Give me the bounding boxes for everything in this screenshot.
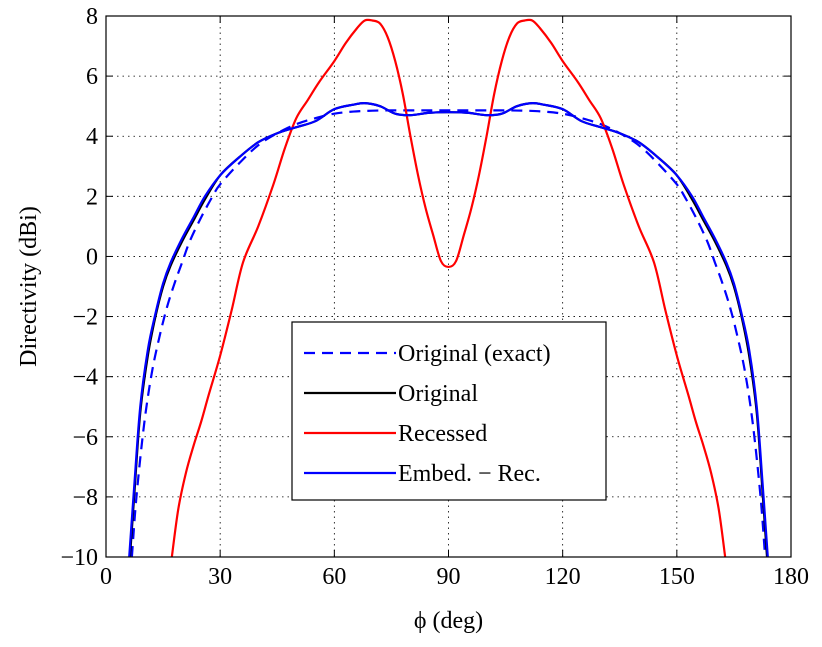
grid <box>106 16 791 557</box>
y-tick-label: 8 <box>86 4 98 30</box>
x-tick-label: 30 <box>208 564 232 590</box>
legend: Original (exact) Original Recessed Embed. −… <box>291 321 607 501</box>
y-axis-label: Directivity (dBi) <box>16 206 42 367</box>
y-tick-label: −2 <box>72 305 98 331</box>
legend-label: Original (exact) <box>398 341 551 367</box>
series-line-0 <box>130 109 767 557</box>
x-tick-label: 90 <box>437 564 461 590</box>
x-tick-label: 120 <box>545 564 581 590</box>
y-tick-label: 6 <box>86 64 98 90</box>
y-tick-label: −8 <box>72 485 98 511</box>
series-line-2 <box>170 18 727 557</box>
y-tick-label: 0 <box>86 244 98 270</box>
x-tick-label: 0 <box>100 564 112 590</box>
y-tick-label: 2 <box>86 184 98 210</box>
series-line-3 <box>128 102 769 557</box>
y-tick-label: −6 <box>72 425 98 451</box>
legend-label: Recessed <box>398 421 487 447</box>
y-tick-label: −4 <box>72 365 98 391</box>
x-tick-label: 150 <box>659 564 695 590</box>
y-tick-label: −10 <box>60 545 98 571</box>
x-tick-label: 180 <box>773 564 809 590</box>
legend-label: Original <box>398 381 478 407</box>
x-tick-label: 60 <box>322 564 346 590</box>
y-tick-label: 4 <box>86 124 98 150</box>
x-axis-label: ϕ (deg) <box>414 608 483 634</box>
legend-label: Embed. − Rec. <box>398 461 541 487</box>
ticks: 0 30 60 90 120 150 180 −10 −8 −6 −4 −2 0 2 4 6 8 <box>60 4 809 590</box>
legend-box <box>291 321 607 501</box>
